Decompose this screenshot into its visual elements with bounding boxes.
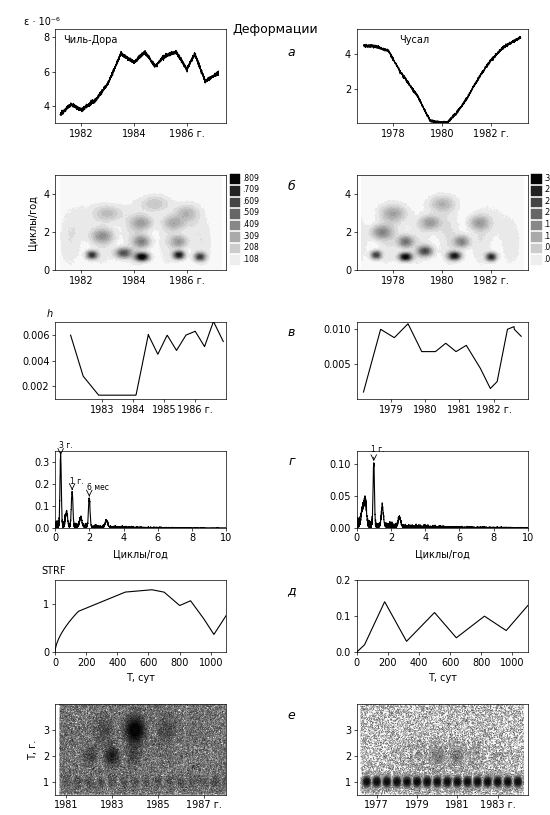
Bar (531, 174, 542, 184)
X-axis label: T, сут: T, сут (126, 673, 155, 683)
Text: Чиль-Дора: Чиль-Дора (64, 35, 118, 45)
Bar (230, 244, 240, 253)
Text: .609: .609 (242, 197, 259, 206)
Text: б: б (288, 180, 295, 193)
Text: .208: .208 (242, 243, 258, 252)
Text: в: в (288, 326, 295, 339)
Text: 1 г.: 1 г. (371, 445, 385, 454)
Text: Деформации: Деформации (232, 23, 318, 36)
Text: 1 г.: 1 г. (69, 477, 83, 486)
Text: .084: .084 (543, 243, 550, 252)
Text: а: а (288, 46, 295, 59)
Text: .293: .293 (543, 185, 550, 194)
Bar (230, 186, 240, 196)
Bar (230, 197, 240, 207)
Bar (230, 174, 240, 184)
Text: г: г (288, 455, 295, 468)
Text: 3 г.: 3 г. (59, 441, 73, 450)
X-axis label: Циклы/год: Циклы/год (113, 549, 168, 559)
Text: .335: .335 (543, 174, 550, 183)
Text: .210: .210 (543, 209, 550, 218)
Bar (531, 255, 542, 265)
Text: е: е (288, 709, 295, 722)
Text: д: д (287, 584, 296, 597)
Text: 6 мес: 6 мес (87, 483, 108, 492)
Text: .127: .127 (543, 231, 550, 240)
Text: Чусал: Чусал (399, 35, 430, 45)
Bar (230, 209, 240, 218)
Text: .509: .509 (242, 209, 259, 218)
Text: .252: .252 (543, 197, 550, 206)
Text: .709: .709 (242, 185, 259, 194)
Bar (230, 221, 240, 230)
Bar (531, 221, 542, 230)
Text: .809: .809 (242, 174, 258, 183)
Text: .309: .309 (242, 231, 259, 240)
Text: h: h (46, 309, 53, 319)
Bar (531, 209, 542, 218)
Text: .108: .108 (242, 254, 258, 264)
Bar (230, 255, 240, 265)
Y-axis label: Циклы/год: Циклы/год (28, 196, 37, 250)
Bar (531, 186, 542, 196)
Bar (531, 232, 542, 242)
Bar (531, 244, 542, 253)
Text: .168: .168 (543, 220, 550, 229)
Bar (230, 232, 240, 242)
X-axis label: T, сут: T, сут (428, 673, 457, 683)
Bar (531, 197, 542, 207)
Text: STRF: STRF (41, 566, 66, 575)
Text: .409: .409 (242, 220, 259, 229)
X-axis label: Циклы/год: Циклы/год (415, 549, 470, 559)
Y-axis label: T, г.: T, г. (28, 739, 37, 760)
Text: .043: .043 (543, 254, 550, 264)
Text: ε · 10⁻⁶: ε · 10⁻⁶ (24, 16, 60, 27)
